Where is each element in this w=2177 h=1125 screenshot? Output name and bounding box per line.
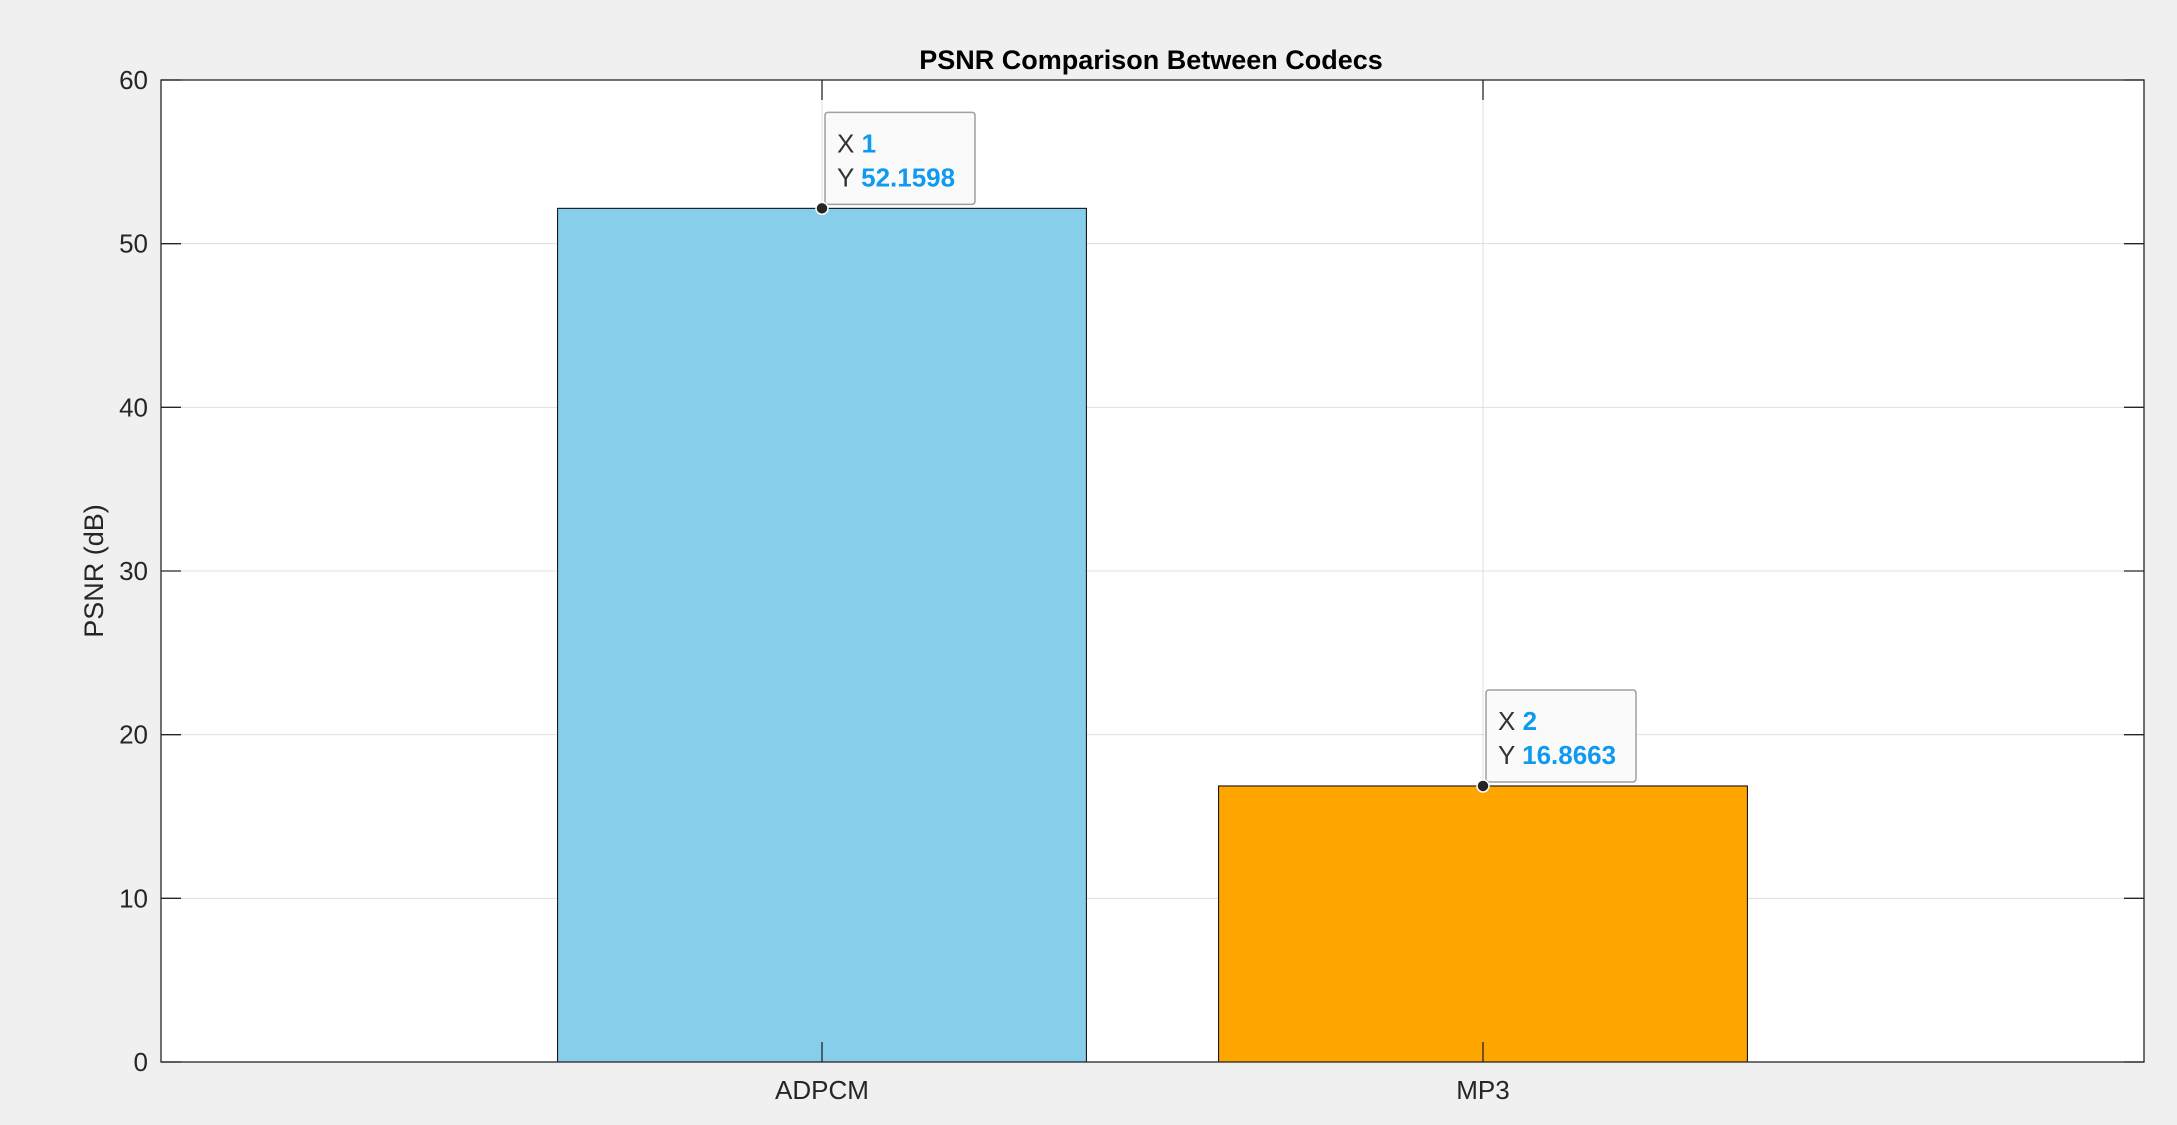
datatip[interactable]: X 2Y 16.8663 [1476,689,1637,793]
datatip-y-row: Y 16.8663 [1498,740,1616,770]
datatip[interactable]: X 1Y 52.1598 [815,111,976,216]
datatip-x-label: X [837,128,862,158]
datatip-box [1485,689,1637,783]
datatip-y-row: Y 52.1598 [837,162,955,192]
y-tick-label: 60 [119,65,148,95]
ticks [161,79,2144,1063]
x-tick-label: ADPCM [775,1075,869,1105]
chart-title: PSNR Comparison Between Codecs [919,45,1383,75]
datatip-box [824,111,976,206]
datatip-x-label: X [1498,706,1523,736]
bars [557,207,1748,1063]
datatip-marker[interactable] [815,201,829,216]
datatip-y-value: 52.1598 [861,162,955,192]
y-tick-label: 50 [119,229,148,259]
y-tick-label: 10 [119,883,148,913]
datatip-x-row: X 2 [1498,706,1537,736]
datatip-x-value: 2 [1523,706,1537,736]
x-tick-labels: ADPCM MP3 [775,1075,1510,1105]
y-tick-label: 20 [119,720,148,750]
y-axis-label: PSNR (dB) [79,504,109,638]
y-tick-label: 40 [119,392,148,422]
y-tick-label: 0 [134,1047,148,1077]
bar-mp3[interactable] [1218,785,1748,1063]
datatip-y-label: Y [837,162,861,192]
datatip-y-label: Y [1498,740,1522,770]
x-tick-label: MP3 [1456,1075,1509,1105]
datatip-x-value: 1 [862,128,876,158]
bar-adpcm[interactable] [557,207,1087,1063]
y-tick-labels: 0 10 20 30 40 50 60 [119,65,148,1077]
datatip-x-row: X 1 [837,128,876,158]
datatip-marker[interactable] [1476,779,1490,793]
datatip-y-value: 16.8663 [1522,740,1616,770]
y-tick-label: 30 [119,556,148,586]
